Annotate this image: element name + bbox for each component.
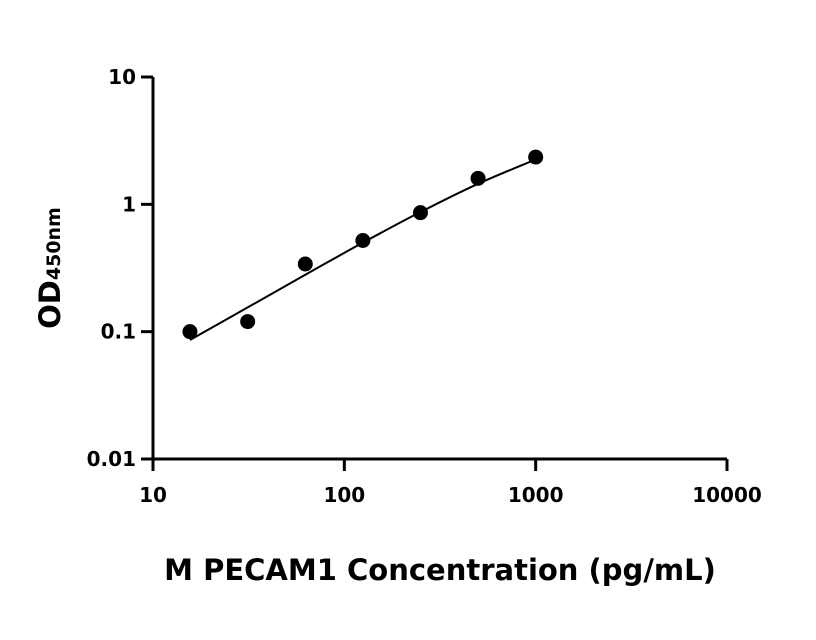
x-axis-title: M PECAM1 Concentration (pg/mL): [164, 553, 716, 587]
data-point: [297, 256, 313, 272]
data-point: [355, 232, 371, 248]
fit-curve: [189, 158, 537, 341]
y-axis-ticks: 0.01 0.1 1 10: [87, 65, 153, 471]
y-tick-label: 1: [122, 192, 136, 216]
y-tick-label: 0.01: [87, 447, 136, 471]
data-point: [412, 205, 428, 221]
x-tick-label: 10: [139, 483, 167, 507]
y-tick-label: 0.1: [101, 320, 136, 344]
data-point: [528, 149, 544, 165]
y-axis-title-sub: 450nm: [43, 207, 65, 280]
x-tick-label: 1000: [508, 483, 564, 507]
x-tick-label: 100: [323, 483, 365, 507]
y-tick-label: 10: [108, 65, 136, 89]
y-axis-title-main: OD: [33, 280, 67, 329]
x-tick-label: 10000: [692, 483, 762, 507]
data-point: [240, 314, 256, 330]
x-axis-ticks: 10 100 1000 10000: [139, 459, 762, 507]
data-point: [470, 170, 486, 186]
y-axis-title: OD450nm: [33, 207, 67, 329]
data-points: [182, 149, 544, 340]
data-point: [182, 324, 198, 340]
